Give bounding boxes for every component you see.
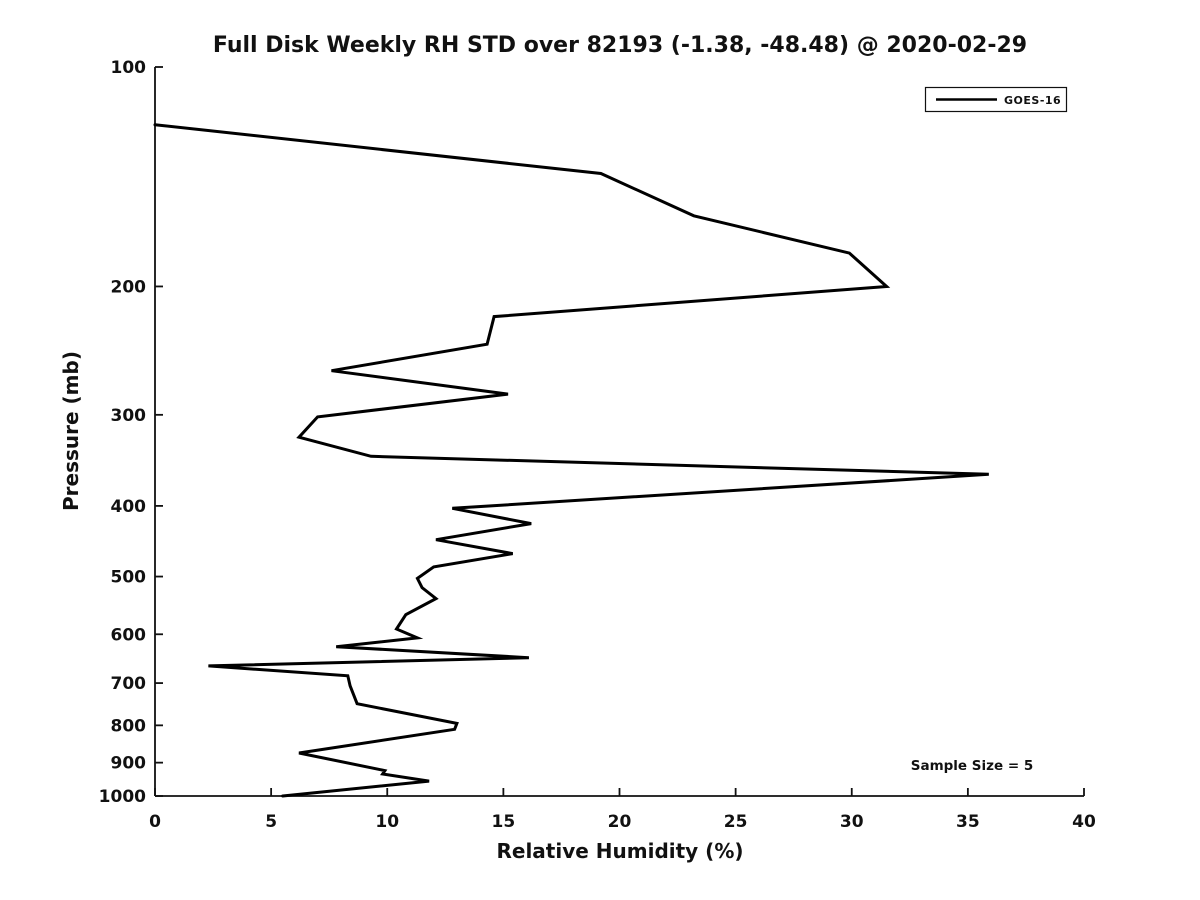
x-axis-label: Relative Humidity (%) [496,839,743,863]
y-tick-label: 600 [111,625,147,645]
x-axis-ticks: 0 5 10 15 20 25 30 35 40 [149,788,1096,832]
x-tick-label: 0 [149,812,161,832]
y-tick-label: 700 [111,674,147,694]
legend: GOES-16 [924,86,1068,113]
y-tick-label: 1000 [99,787,146,807]
legend-label: GOES-16 [1004,94,1061,107]
y-tick-label: 500 [111,568,147,588]
x-tick-label: 40 [1072,812,1096,832]
x-tick-label: 25 [724,812,748,832]
y-tick-label: 300 [111,406,147,426]
x-tick-label: 5 [265,812,277,832]
sample-size-annotation: Sample Size = 5 [911,758,1034,774]
x-tick-label: 10 [375,812,399,832]
x-tick-label: 35 [956,812,980,832]
y-tick-label: 400 [111,497,147,517]
y-tick-label: 800 [111,716,147,736]
x-tick-label: 15 [492,812,516,832]
y-axis-label: Pressure (mb) [59,351,83,511]
y-tick-label: 100 [111,58,147,78]
y-axis-ticks: 100 200 300 400 500 600 700 800 900 1000 [99,58,163,807]
chart-title: Full Disk Weekly RH STD over 82193 (-1.3… [213,33,1027,58]
x-tick-label: 20 [608,812,632,832]
x-tick-label: 30 [840,812,864,832]
y-tick-label: 200 [111,277,147,297]
goes16-profile-line [153,123,989,798]
axes-spines [154,67,1084,797]
y-tick-label: 900 [111,754,147,774]
